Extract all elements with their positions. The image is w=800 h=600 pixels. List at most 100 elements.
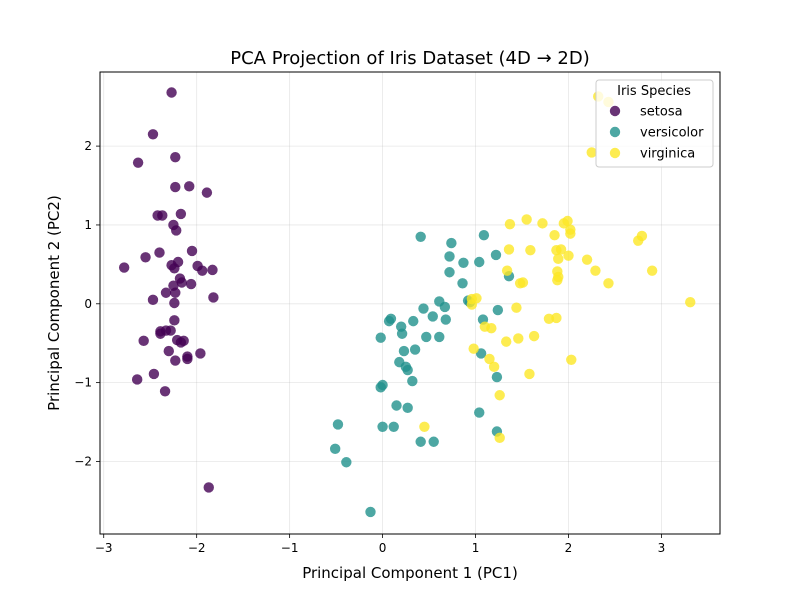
data-point-virginica: [513, 333, 524, 344]
data-point-setosa: [157, 210, 168, 221]
data-point-virginica: [501, 336, 512, 347]
data-point-virginica: [633, 235, 644, 246]
data-point-virginica: [501, 265, 513, 276]
legend-label-virginica: virginica: [640, 147, 695, 162]
data-point-versicolor: [415, 436, 426, 447]
data-point-setosa: [155, 328, 166, 339]
data-point-setosa: [170, 181, 181, 193]
data-point-versicolor: [440, 314, 451, 325]
data-point-setosa: [160, 287, 172, 298]
data-point-virginica: [590, 265, 601, 276]
chart-title: PCA Projection of Iris Dataset (4D → 2D): [230, 48, 589, 69]
y-axis-label: Principal Component 2 (PC2): [45, 195, 63, 411]
data-point-virginica: [551, 312, 562, 324]
data-point-setosa: [195, 348, 206, 359]
data-point-virginica: [555, 244, 567, 255]
data-point-setosa: [138, 335, 149, 347]
data-point-versicolor: [398, 345, 410, 357]
data-points: [118, 87, 696, 518]
x-tick-label: 2: [565, 541, 573, 555]
data-point-virginica: [581, 254, 593, 265]
data-point-versicolor: [458, 257, 469, 268]
data-point-virginica: [488, 361, 500, 373]
data-point-setosa: [170, 151, 181, 163]
axis-ticks: −3 −2 −1 0 1 2 3 −2 −1 0 1 2: [74, 139, 665, 555]
data-point-setosa: [148, 368, 160, 380]
x-tick-label: −3: [95, 541, 113, 555]
data-point-versicolor: [444, 251, 455, 262]
data-point-virginica: [552, 274, 563, 286]
data-point-virginica: [528, 330, 540, 342]
data-point-setosa: [175, 337, 187, 348]
data-point-virginica: [521, 214, 532, 225]
data-point-setosa: [184, 181, 195, 192]
data-point-virginica: [563, 250, 574, 261]
data-point-virginica: [419, 421, 430, 432]
data-point-setosa: [186, 245, 198, 257]
legend: Iris Species setosa versicolor virginica: [595, 79, 714, 168]
data-point-versicolor: [446, 237, 457, 249]
data-point-versicolor: [490, 249, 502, 261]
data-point-virginica: [566, 354, 577, 365]
data-point-virginica: [549, 229, 560, 241]
legend-marker-virginica: [609, 147, 621, 159]
data-point-virginica: [553, 253, 564, 265]
legend-label-setosa: setosa: [640, 105, 683, 120]
data-point-versicolor: [421, 331, 432, 343]
data-point-virginica: [484, 353, 495, 365]
x-tick-label: 1: [472, 541, 480, 555]
data-point-versicolor: [415, 231, 426, 242]
x-axis-label: Principal Component 1 (PC1): [302, 564, 518, 582]
data-point-virginica: [503, 244, 515, 255]
y-tick-label: 2: [84, 139, 92, 153]
legend-title: Iris Species: [617, 84, 691, 99]
data-point-versicolor: [474, 256, 485, 268]
data-point-setosa: [159, 386, 171, 397]
data-point-setosa: [132, 157, 144, 168]
data-point-versicolor: [341, 457, 352, 468]
data-point-versicolor: [407, 375, 418, 387]
y-tick-label: 1: [84, 218, 92, 232]
y-tick-label: −1: [74, 376, 92, 390]
data-point-virginica: [586, 147, 597, 158]
data-point-versicolor: [492, 304, 504, 316]
legend-label-versicolor: versicolor: [640, 126, 704, 141]
data-point-setosa: [140, 252, 151, 263]
data-point-versicolor: [329, 443, 341, 455]
data-point-virginica: [517, 277, 529, 288]
data-point-versicolor: [491, 371, 503, 383]
data-point-virginica: [504, 218, 516, 230]
data-point-setosa: [171, 225, 182, 236]
data-point-versicolor: [427, 311, 438, 322]
data-point-versicolor: [402, 364, 413, 376]
data-point-virginica: [524, 368, 535, 380]
data-point-setosa: [131, 374, 143, 385]
data-point-versicolor: [408, 315, 419, 327]
data-point-versicolor: [375, 332, 386, 343]
data-point-versicolor: [377, 421, 388, 432]
data-point-versicolor: [396, 328, 408, 339]
data-point-setosa: [201, 187, 213, 198]
data-point-versicolor: [428, 436, 439, 447]
data-point-virginica: [685, 297, 696, 308]
data-point-setosa: [169, 315, 180, 326]
data-point-setosa: [154, 247, 165, 258]
x-tick-label: 3: [658, 541, 666, 555]
y-tick-label: 0: [84, 297, 92, 311]
data-point-versicolor: [365, 506, 376, 518]
data-point-setosa: [207, 264, 218, 276]
data-point-versicolor: [332, 419, 344, 430]
data-point-versicolor: [434, 331, 445, 343]
x-tick-label: −2: [188, 541, 206, 555]
data-point-setosa: [163, 345, 174, 357]
data-point-virginica: [468, 343, 479, 354]
data-point-versicolor: [439, 301, 451, 313]
data-point-setosa: [118, 262, 130, 273]
data-point-virginica: [603, 278, 614, 289]
data-point-versicolor: [418, 303, 429, 314]
data-point-virginica: [494, 432, 505, 444]
grid: [100, 72, 720, 534]
data-point-versicolor: [474, 407, 485, 418]
data-point-setosa: [166, 87, 177, 98]
